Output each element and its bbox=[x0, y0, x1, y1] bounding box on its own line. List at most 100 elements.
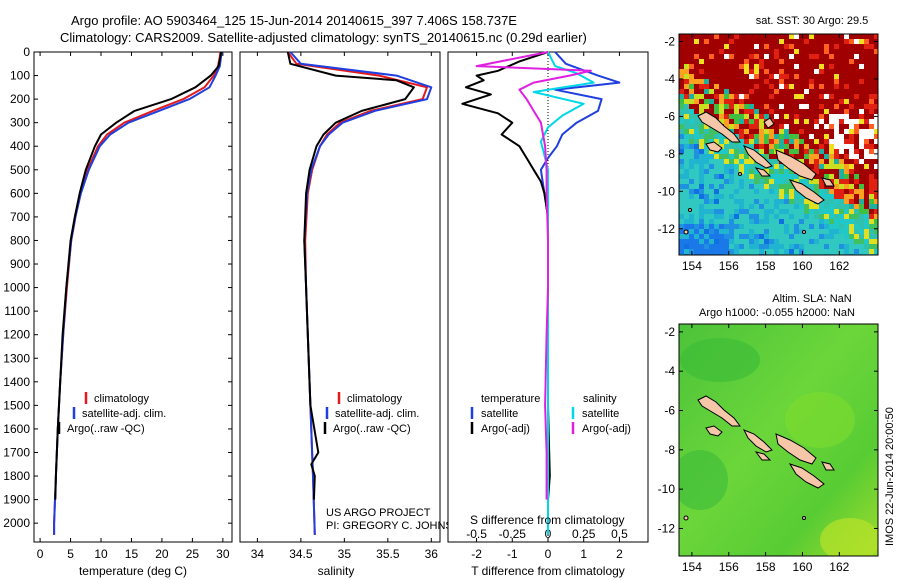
sst-cell bbox=[699, 104, 704, 109]
sst-cell bbox=[719, 59, 724, 64]
sst-cell bbox=[839, 169, 844, 174]
sst-cell bbox=[844, 69, 849, 74]
sst-cell bbox=[819, 59, 824, 64]
sst-cell bbox=[874, 104, 878, 109]
sst-cell bbox=[699, 194, 704, 199]
sst-cell bbox=[799, 244, 804, 249]
sst-cell bbox=[699, 69, 704, 74]
sst-cell bbox=[729, 159, 734, 164]
sst-cell bbox=[854, 204, 859, 209]
sst-cell bbox=[874, 154, 878, 159]
sst-cell bbox=[689, 174, 694, 179]
sst-cell bbox=[699, 244, 704, 249]
sst-cell bbox=[849, 124, 854, 129]
sst-cell bbox=[869, 44, 874, 49]
sst-cell bbox=[854, 74, 859, 79]
sst-cell bbox=[709, 44, 714, 49]
sst-cell bbox=[704, 249, 709, 254]
sst-cell bbox=[729, 54, 734, 59]
sst-cell bbox=[714, 164, 719, 169]
sst-cell bbox=[769, 144, 774, 149]
sst-cell bbox=[764, 39, 769, 44]
sst-cell bbox=[689, 119, 694, 124]
sst-cell bbox=[794, 44, 799, 49]
sst-cell bbox=[754, 199, 759, 204]
sst-cell bbox=[704, 239, 709, 244]
sst-cell bbox=[819, 239, 824, 244]
sst-cell bbox=[714, 159, 719, 164]
sst-cell bbox=[859, 244, 864, 249]
sst-cell bbox=[709, 224, 714, 229]
sst-cell bbox=[814, 239, 819, 244]
sst-cell bbox=[789, 74, 794, 79]
sst-cell bbox=[734, 149, 739, 154]
sst-cell bbox=[689, 54, 694, 59]
sst-cell bbox=[819, 84, 824, 89]
sst-cell bbox=[689, 234, 694, 239]
sst-cell bbox=[759, 219, 764, 224]
sst-cell bbox=[769, 34, 774, 39]
sst-cell bbox=[704, 204, 709, 209]
sst-cell bbox=[704, 229, 709, 234]
sst-cell bbox=[779, 204, 784, 209]
legend-climatology-label: climatology bbox=[347, 393, 403, 405]
s-tick-label: -0.5 bbox=[466, 527, 487, 541]
sst-cell bbox=[719, 109, 724, 114]
sst-cell bbox=[764, 69, 769, 74]
sst-cell bbox=[854, 219, 859, 224]
sst-cell bbox=[744, 84, 749, 89]
sst-cell bbox=[794, 224, 799, 229]
sst-cell bbox=[734, 209, 739, 214]
sst-cell bbox=[849, 234, 854, 239]
sst-cell bbox=[814, 154, 819, 159]
sst-cell bbox=[869, 144, 874, 149]
sst-cell bbox=[809, 109, 814, 114]
sst-cell bbox=[854, 239, 859, 244]
sst-cell bbox=[739, 199, 744, 204]
sst-cell bbox=[724, 79, 729, 84]
sst-cell bbox=[759, 189, 764, 194]
sst-cell bbox=[734, 104, 739, 109]
sst-cell bbox=[799, 54, 804, 59]
sst-cell bbox=[859, 224, 864, 229]
sst-cell bbox=[714, 249, 719, 254]
sst-cell bbox=[789, 134, 794, 139]
sst-cell bbox=[829, 99, 834, 104]
sst-cell bbox=[804, 34, 809, 39]
sst-cell bbox=[714, 194, 719, 199]
sst-cell bbox=[744, 204, 749, 209]
sst-cell bbox=[859, 179, 864, 184]
sst-cell bbox=[854, 109, 859, 114]
sst-cell bbox=[729, 189, 734, 194]
sst-cell bbox=[734, 89, 739, 94]
sst-cell bbox=[764, 224, 769, 229]
sst-cell bbox=[759, 149, 764, 154]
sst-cell bbox=[849, 229, 854, 234]
sst-cell bbox=[799, 134, 804, 139]
sst-cell bbox=[734, 49, 739, 54]
sst-cell bbox=[784, 219, 789, 224]
sst-cell bbox=[839, 139, 844, 144]
x-tick-label: 10 bbox=[94, 547, 108, 561]
sst-cell bbox=[754, 44, 759, 49]
sst-cell bbox=[854, 59, 859, 64]
sst-cell bbox=[694, 119, 699, 124]
sst-cell bbox=[784, 144, 789, 149]
sst-cell bbox=[819, 164, 824, 169]
sst-cell bbox=[784, 134, 789, 139]
sst-cell bbox=[819, 194, 824, 199]
sst-cell bbox=[679, 149, 684, 154]
sst-cell bbox=[829, 159, 834, 164]
sst-cell bbox=[809, 199, 814, 204]
sst-cell bbox=[874, 69, 878, 74]
sst-cell bbox=[839, 149, 844, 154]
sst-cell bbox=[744, 114, 749, 119]
sst-cell bbox=[839, 94, 844, 99]
sst-cell bbox=[829, 194, 834, 199]
sst-cell bbox=[679, 159, 684, 164]
legend-t-satellite-label: satellite bbox=[481, 408, 518, 420]
sst-cell bbox=[839, 184, 844, 189]
sst-cell bbox=[754, 54, 759, 59]
sst-cell bbox=[694, 124, 699, 129]
sst-cell bbox=[814, 234, 819, 239]
